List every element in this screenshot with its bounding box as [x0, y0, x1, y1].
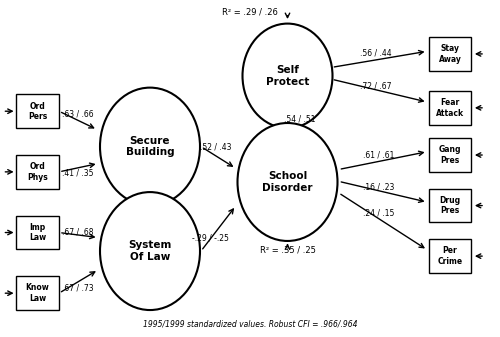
Bar [429, 189, 471, 222]
Text: Fear
Attack: Fear Attack [436, 98, 464, 118]
Text: -.29 / -.25: -.29 / -.25 [192, 233, 228, 242]
Text: Per
Crime: Per Crime [438, 246, 462, 266]
Text: .72 / .67: .72 / .67 [360, 82, 392, 90]
Text: .41 / .35: .41 / .35 [62, 168, 93, 177]
Text: .16 / .23: .16 / .23 [363, 183, 394, 192]
Text: Stay
Away: Stay Away [438, 44, 462, 64]
Bar [16, 276, 58, 310]
Text: .56 / .44: .56 / .44 [360, 49, 392, 58]
Bar [16, 155, 58, 189]
Text: Ord
Pers: Ord Pers [28, 101, 47, 121]
Bar [429, 91, 471, 125]
Text: .61 / .61: .61 / .61 [363, 150, 394, 159]
Text: Secure
Building: Secure Building [126, 136, 174, 157]
Text: .67 / .68: .67 / .68 [62, 227, 93, 236]
Text: .63 / .66: .63 / .66 [62, 110, 94, 118]
Text: R² = .29 / .26: R² = .29 / .26 [222, 7, 278, 16]
Ellipse shape [238, 123, 338, 241]
Text: .67 / .73: .67 / .73 [62, 284, 94, 293]
Text: 1995/1999 standardized values. Robust CFI = .966/.964: 1995/1999 standardized values. Robust CF… [143, 319, 357, 329]
Bar [429, 239, 471, 273]
Bar [429, 138, 471, 172]
Text: .54 / .51: .54 / .51 [284, 114, 316, 123]
Text: .24 / .15: .24 / .15 [363, 209, 394, 217]
Text: Gang
Pres: Gang Pres [439, 145, 461, 165]
Text: R² = .35 / .25: R² = .35 / .25 [260, 246, 316, 254]
Ellipse shape [242, 24, 332, 128]
Text: School
Disorder: School Disorder [262, 171, 313, 193]
Text: Know
Law: Know Law [26, 283, 50, 303]
Text: Ord
Phys: Ord Phys [27, 162, 48, 182]
Bar [16, 94, 58, 128]
Text: Self
Protect: Self Protect [266, 65, 309, 87]
Bar [429, 37, 471, 71]
Text: System
Of Law: System Of Law [128, 240, 172, 262]
Ellipse shape [100, 88, 200, 206]
Bar [16, 216, 58, 249]
Text: Imp
Law: Imp Law [29, 223, 46, 242]
Text: Drug
Pres: Drug Pres [440, 196, 460, 215]
Text: .52 / .43: .52 / .43 [200, 143, 232, 152]
Ellipse shape [100, 192, 200, 310]
